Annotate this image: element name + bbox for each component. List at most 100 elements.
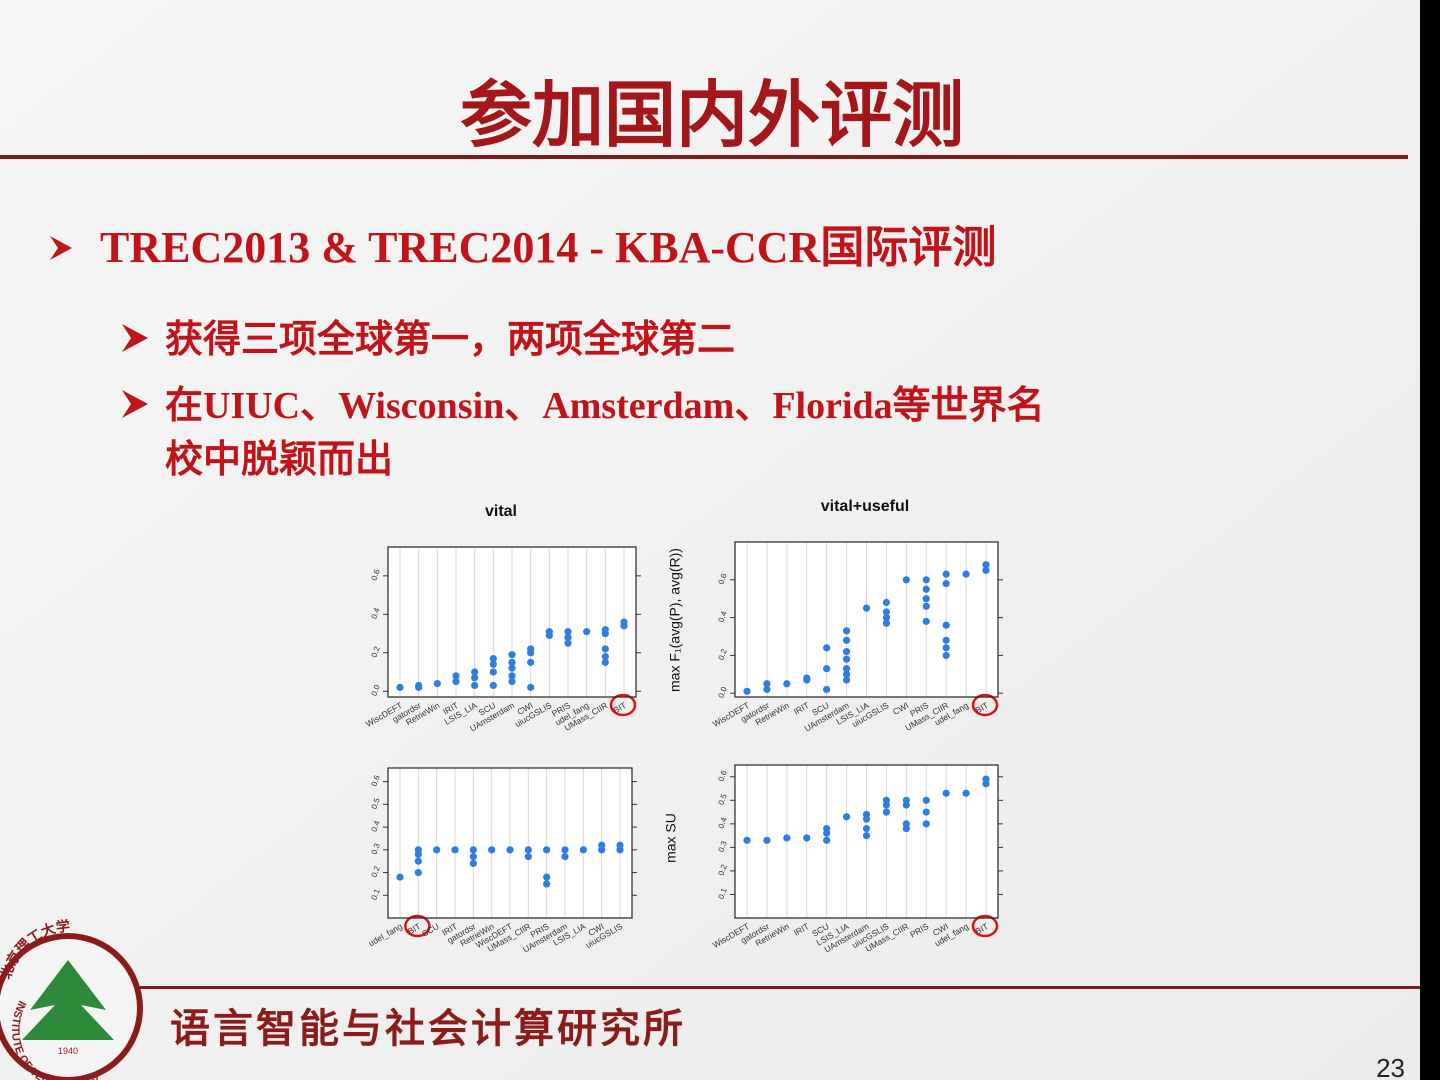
dot <box>763 836 771 844</box>
dot <box>471 674 479 682</box>
y-tick-label: 0.3 <box>370 842 382 856</box>
y-tick-label: 0.0 <box>717 685 729 699</box>
y-tick-label: 0.6 <box>717 572 729 586</box>
dot <box>922 576 930 584</box>
dot <box>922 796 930 804</box>
dot <box>616 841 624 849</box>
sub-bullet: 获得三项全球第一，两项全球第二 <box>165 318 735 361</box>
dot <box>506 846 514 854</box>
dot <box>564 628 572 636</box>
dot <box>882 619 891 627</box>
dot <box>524 853 532 861</box>
page-number: 23 <box>1376 1053 1405 1080</box>
dot <box>564 639 572 647</box>
plot-frame <box>387 546 637 698</box>
dot <box>508 658 516 666</box>
plot-frame <box>387 767 633 919</box>
highlight-circle <box>971 693 999 717</box>
dot <box>452 672 460 680</box>
dot <box>922 595 930 603</box>
dot <box>451 846 459 854</box>
y-tick-label: 0.2 <box>370 645 382 659</box>
y-tick-label: 0.5 <box>370 796 382 810</box>
y-tick-label: 0.4 <box>370 819 382 833</box>
y-tick-label: 0.4 <box>370 606 382 620</box>
dot <box>902 796 910 804</box>
dot <box>962 570 970 578</box>
dot <box>842 676 851 684</box>
dot <box>962 789 970 797</box>
dot <box>922 808 930 816</box>
dot <box>601 653 609 661</box>
dot <box>783 834 791 842</box>
dot <box>922 585 930 593</box>
y-tick-label: 0.6 <box>370 568 382 582</box>
dot <box>598 841 606 849</box>
dot <box>508 678 516 686</box>
footer-rule <box>140 986 1420 989</box>
dot <box>922 820 930 828</box>
dot <box>982 775 990 783</box>
highlight-circle <box>404 914 431 938</box>
dot <box>488 846 496 854</box>
dot <box>862 824 871 833</box>
dot <box>982 561 990 569</box>
y-tick-label: 0.1 <box>717 886 729 900</box>
dot <box>783 680 791 688</box>
dot <box>902 820 910 828</box>
dot <box>601 645 609 653</box>
dot <box>982 566 990 574</box>
dot <box>564 633 572 641</box>
dot <box>545 628 553 636</box>
bullet: TREC2013 & TREC2014 - KBA-CCR国际评测 <box>100 223 996 272</box>
title-rule <box>0 155 1408 159</box>
dot <box>561 853 569 861</box>
dot <box>882 608 891 616</box>
y-tick-label: 0.6 <box>717 769 729 783</box>
dot <box>922 617 930 625</box>
dot <box>823 824 831 833</box>
dot <box>942 636 950 644</box>
dot <box>882 808 891 816</box>
dot <box>415 681 423 690</box>
y-tick-label: 0.3 <box>717 839 729 853</box>
bullet-arrow <box>122 324 148 352</box>
dot <box>396 683 404 691</box>
dot <box>842 627 851 635</box>
sub-bullet: 在UIUC、Wisconsin、Amsterdam、Florida等世界名 <box>165 385 1045 427</box>
logo-year: 1940 <box>58 1046 78 1056</box>
dot <box>842 648 851 656</box>
dot <box>489 660 497 668</box>
dot <box>601 626 609 634</box>
dot <box>524 846 532 854</box>
dot <box>543 880 551 888</box>
dot <box>561 846 569 854</box>
dot <box>803 834 811 842</box>
dot <box>862 810 871 819</box>
dot <box>471 681 479 690</box>
dot <box>862 604 871 612</box>
y-tick-label: 0.2 <box>717 863 729 877</box>
dot <box>763 685 771 694</box>
dot <box>842 655 851 663</box>
dot <box>583 628 591 636</box>
bullet-arrow <box>122 390 148 418</box>
y-tick-label: 0.6 <box>370 774 382 788</box>
chart-title: vital <box>485 503 517 520</box>
dot <box>527 645 535 653</box>
dot <box>882 598 891 607</box>
dot <box>489 668 497 676</box>
y-tick-label: 0.2 <box>370 864 382 878</box>
dot <box>469 853 477 861</box>
dot <box>579 846 587 854</box>
dot <box>396 873 404 881</box>
dot <box>803 674 811 682</box>
dot <box>433 846 441 854</box>
y-tick-label: 0.0 <box>370 683 382 697</box>
dot <box>743 836 751 844</box>
dot <box>527 683 535 691</box>
dot <box>508 672 516 680</box>
